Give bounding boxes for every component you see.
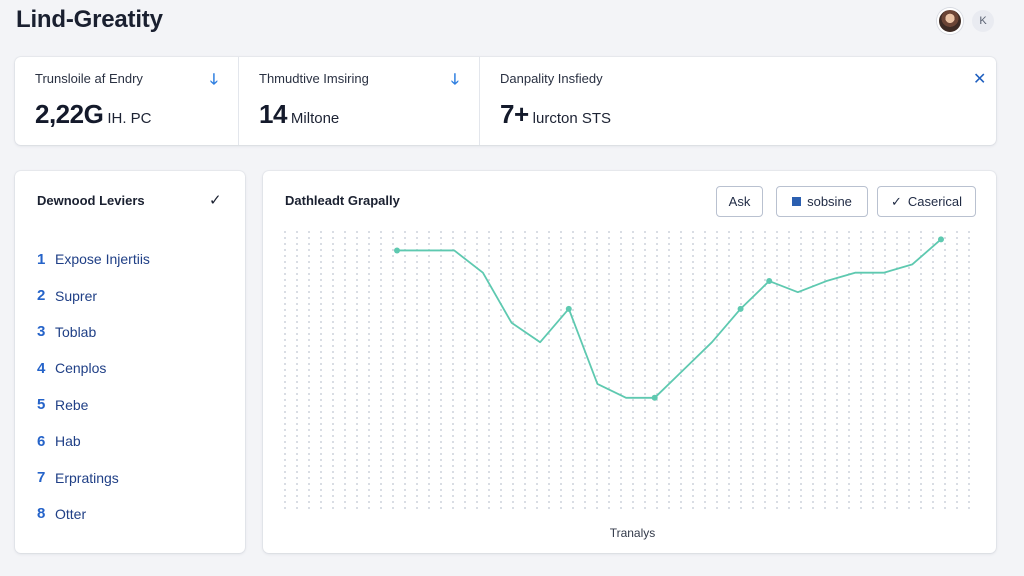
item-number: 3: [37, 323, 46, 341]
item-label: Expose Injertiis: [55, 251, 150, 268]
casorical-button[interactable]: ✓ Caserical: [877, 186, 976, 217]
item-number: 1: [37, 250, 46, 268]
sidebar-item-6[interactable]: 6 Hab: [37, 423, 150, 459]
stat-label: Thmudtive Imsiring: [259, 71, 369, 86]
stat-unit: Miltone: [290, 110, 340, 127]
x-axis-label: Tranalys: [609, 526, 656, 540]
sidebar-item-4[interactable]: 4 Cenplos: [37, 350, 150, 386]
stat-number: 14: [259, 99, 287, 129]
sidebar-item-5[interactable]: 5 Rebe: [37, 387, 150, 423]
arrow-down-icon[interactable]: 🡓: [451, 71, 459, 88]
square-icon: [792, 197, 802, 206]
subsine-button[interactable]: sobsine: [776, 186, 868, 217]
data-point[interactable]: [565, 305, 572, 312]
data-point[interactable]: [737, 305, 744, 312]
data-point[interactable]: [766, 278, 773, 285]
item-label: Hab: [55, 433, 81, 450]
sidebar-item-7[interactable]: 7 Erpratings: [37, 459, 150, 495]
sidebar-item-2[interactable]: 2 Suprer: [37, 277, 150, 313]
sidebar-list: 1 Expose Injertiis 2 Suprer 3 Toblab 4 Cenpl…: [37, 241, 150, 532]
sidebar: Dewnood Leviers ✓ 1 Expose Injertiis 2 Sup…: [15, 171, 245, 553]
subsine-label: sobsine: [807, 194, 852, 209]
header-close-icon[interactable]: K: [972, 10, 994, 32]
item-label: Suprer: [55, 287, 98, 304]
line-chart: [284, 231, 970, 509]
sidebar-item-3[interactable]: 3 Toblab: [37, 314, 150, 350]
item-number: 6: [37, 432, 46, 450]
close-icon[interactable]: ✕: [973, 71, 987, 88]
item-number: 4: [37, 359, 46, 377]
item-label: Otter: [55, 505, 87, 522]
data-point[interactable]: [394, 247, 400, 254]
stat-value: 7+ lurcton STS: [500, 99, 611, 130]
sidebar-item-1[interactable]: 1 Expose Injertiis: [37, 241, 150, 277]
casorical-label: Caserical: [907, 194, 963, 209]
item-number: 5: [37, 396, 46, 414]
item-number: 2: [37, 287, 46, 305]
item-label: Erpratings: [55, 469, 119, 486]
stat-label: Danpality Insfiedy: [500, 71, 603, 86]
series-line: [397, 238, 942, 399]
data-point[interactable]: [938, 236, 944, 243]
stat-tile-2: Thmudtive Imsiring 14 Miltone 🡓: [238, 57, 479, 145]
item-number: 8: [37, 505, 46, 523]
arrow-down-icon[interactable]: 🡓: [210, 71, 218, 88]
chart-grid: [284, 231, 970, 509]
stats-card: Trunsloile af Endry 2,22G IH. PC 🡓 Thmudt…: [15, 57, 996, 145]
stat-number: 7+: [500, 99, 529, 129]
sidebar-item-8[interactable]: 8 Otter: [37, 496, 150, 532]
chart-title: Dathleadt Grapally: [285, 193, 400, 208]
stat-value: 14 Miltone: [259, 99, 339, 130]
chart-card: Dathleadt Grapally Ask sobsine ✓ Caserica…: [263, 171, 996, 553]
item-label: Toblab: [55, 323, 97, 340]
stat-tile-3: Danpality Insfiedy 7+ lurcton STS ✕: [479, 57, 996, 145]
stat-tile-1: Trunsloile af Endry 2,22G IH. PC 🡓: [15, 57, 238, 145]
item-number: 7: [37, 469, 46, 487]
user-avatar[interactable]: [937, 8, 963, 34]
check-icon: ✓: [890, 193, 902, 209]
ask-button[interactable]: Ask: [716, 186, 763, 217]
stat-label: Trunsloile af Endry: [35, 71, 143, 86]
app-title: Lind-Greatity: [16, 6, 163, 33]
item-label: Rebe: [55, 396, 89, 413]
stat-value: 2,22G IH. PC: [35, 99, 152, 130]
stat-number: 2,22G: [35, 99, 104, 129]
data-point[interactable]: [651, 394, 658, 401]
stat-unit: lurcton STS: [532, 110, 612, 127]
sidebar-title: Dewnood Leviers: [37, 193, 145, 208]
check-icon[interactable]: ✓: [209, 192, 222, 209]
stat-unit: IH. PC: [107, 110, 152, 127]
item-label: Cenplos: [55, 360, 107, 377]
